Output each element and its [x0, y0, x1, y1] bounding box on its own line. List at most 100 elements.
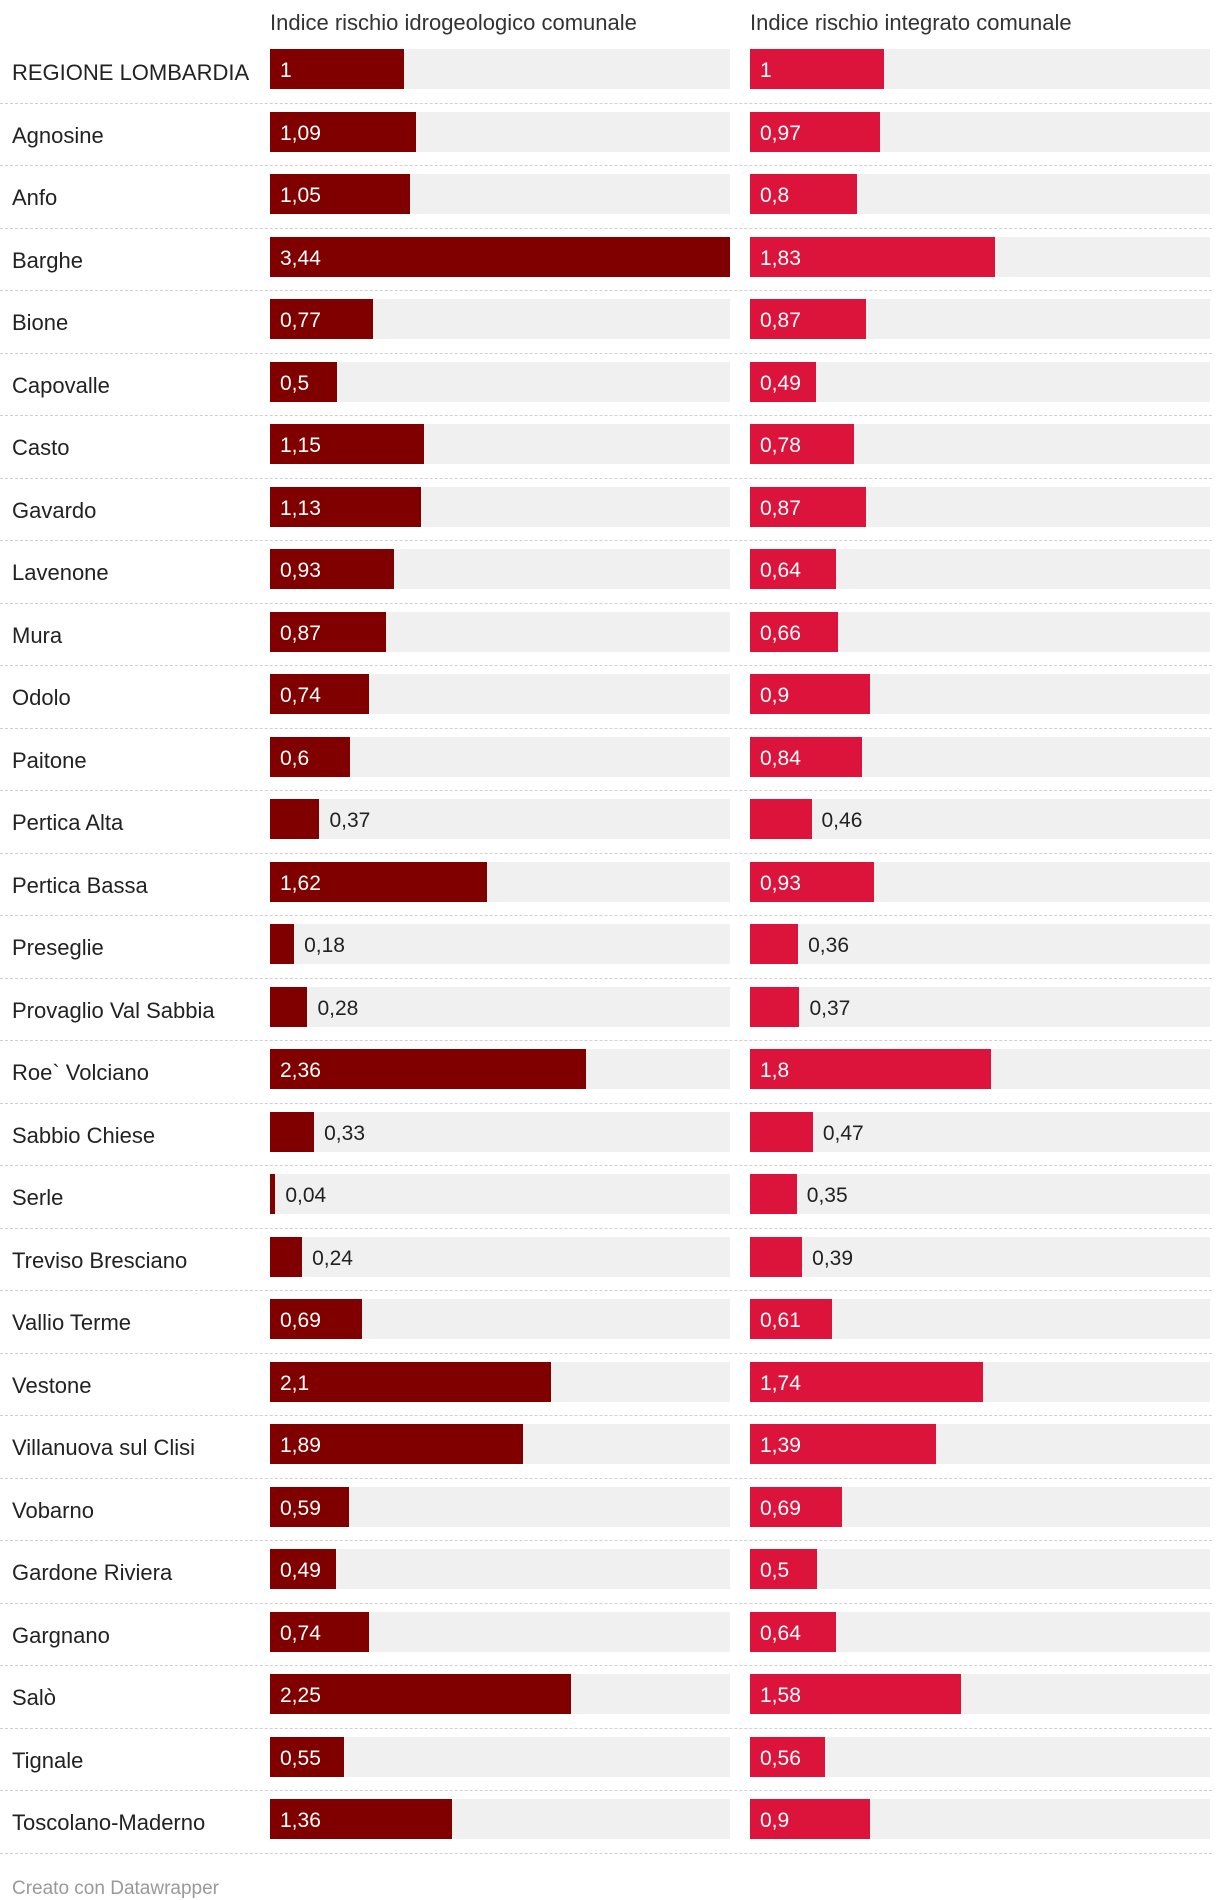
row-separator	[0, 1227, 1212, 1229]
bar-track: 0,93	[270, 549, 730, 589]
value-label: 0,74	[280, 1621, 321, 1645]
bar-track: 0,84	[750, 736, 1210, 777]
category-label: Gardone Riviera	[12, 1560, 173, 1585]
bar	[270, 986, 308, 1027]
category-label: Capovalle	[12, 372, 110, 398]
bar	[750, 174, 857, 214]
value-label: 1,05	[280, 184, 321, 207]
bar	[270, 674, 369, 714]
value-label: 2,1	[280, 1371, 310, 1395]
bar	[270, 861, 487, 902]
chart-row: Vobarno 0,59 0,69	[0, 1479, 1220, 1541]
bar-track: 0,35	[750, 1174, 1210, 1214]
bar	[750, 861, 875, 902]
value-label: 3,44	[280, 246, 321, 270]
bar-track: 0,87	[750, 486, 1210, 527]
bar-track: 0,24	[270, 1236, 730, 1277]
chart-row: Roe` Volciano 2,36 1,8	[0, 1041, 1220, 1104]
bar-track: 0,56	[750, 1736, 1210, 1777]
bar-track: 1,62	[270, 861, 730, 902]
value-label: 0,8	[760, 184, 790, 207]
chart-row: Vestone 2,1 1,74	[0, 1354, 1220, 1416]
value-label: 0,18	[304, 934, 345, 957]
chart-row: Treviso Bresciano 0,24 0,39	[0, 1229, 1220, 1291]
chart-row: Gavardo 1,13 0,87	[0, 479, 1220, 541]
chart-row: Salò 2,25 1,58	[0, 1666, 1220, 1729]
value-label: 0,87	[760, 309, 801, 332]
value-label: 1,15	[280, 434, 321, 457]
chart-row: Pertica Bassa 1,62 0,93	[0, 854, 1220, 916]
bar-track: 0,49	[750, 361, 1210, 402]
chart-row: Agnosine 1,09 0,97	[0, 104, 1220, 166]
row-separator	[0, 477, 1212, 479]
bar	[270, 1361, 551, 1402]
value-label: 0,49	[760, 371, 801, 395]
bar	[270, 486, 422, 527]
row-separator	[0, 1602, 1212, 1604]
bar	[270, 1424, 523, 1464]
row-separator	[0, 540, 1212, 541]
category-label: Vallio Terme	[12, 1310, 132, 1335]
row-separator	[0, 102, 1212, 104]
bar-track: 0,36	[750, 924, 1210, 964]
row-separator	[0, 1415, 1212, 1416]
category-label: Odolo	[12, 685, 71, 710]
bar	[270, 1799, 452, 1839]
category-label: Vestone	[12, 1372, 92, 1398]
value-label: 0,24	[312, 1246, 353, 1270]
bar	[270, 1549, 336, 1589]
category-label: REGIONE LOMBARDIA	[12, 60, 250, 85]
value-label: 0,5	[760, 1559, 790, 1582]
category-label: Gavardo	[12, 497, 97, 523]
category-label: Agnosine	[12, 122, 104, 148]
chart-row: Gardone Riviera 0,49 0,5	[0, 1541, 1220, 1604]
value-label: 0,78	[760, 434, 801, 457]
row-separator	[0, 1727, 1212, 1729]
bar	[750, 611, 839, 652]
bar	[750, 299, 867, 339]
value-label: 1,58	[760, 1684, 801, 1707]
value-label: 0,04	[285, 1184, 327, 1207]
bar	[270, 299, 373, 339]
category-label: Salò	[12, 1685, 57, 1710]
bar	[270, 1049, 586, 1089]
category-label: Lavenone	[12, 560, 109, 585]
row-separator	[0, 852, 1212, 854]
value-label: 1	[760, 59, 772, 82]
bar	[270, 1611, 369, 1652]
bar-track: 0,39	[750, 1236, 1210, 1277]
bar	[270, 549, 395, 589]
category-label: Toscolano-Maderno	[12, 1810, 206, 1835]
bar	[750, 1549, 817, 1589]
bar-track: 1,89	[270, 1424, 730, 1464]
bar	[270, 799, 320, 839]
bar	[750, 1611, 836, 1652]
row-separator	[0, 415, 1212, 416]
value-label: 1	[280, 59, 292, 82]
bar	[270, 1674, 571, 1714]
value-label: 0,93	[280, 559, 321, 582]
credit-footer[interactable]: Creato con Datawrapper	[12, 1878, 219, 1899]
value-label: 0,9	[760, 1809, 790, 1832]
bar-track: 0,59	[270, 1486, 730, 1527]
value-label: 0,47	[822, 1121, 864, 1145]
chart-row: Lavenone 0,93 0,64	[0, 541, 1220, 604]
value-label: 0,66	[760, 621, 801, 645]
row-separator	[0, 727, 1212, 729]
bar	[750, 799, 812, 839]
bar-track: 0,47	[750, 1111, 1210, 1152]
bar	[270, 736, 351, 777]
bar	[750, 674, 871, 714]
bar-track: 0,64	[750, 1611, 1210, 1652]
bar	[750, 924, 799, 964]
chart-row: Tignale 0,55 0,56	[0, 1729, 1220, 1791]
bar	[750, 1236, 803, 1277]
category-label: Provaglio Val Sabbia	[12, 997, 215, 1023]
row-separator	[0, 1477, 1212, 1479]
bar-track: 1	[270, 49, 730, 89]
value-label: 0,37	[329, 809, 371, 832]
chart-row: Villanuova sul Clisi 1,89 1,39	[0, 1416, 1220, 1479]
value-label: 1,09	[280, 121, 321, 145]
value-label: 1,39	[760, 1434, 801, 1457]
bar	[270, 424, 424, 464]
